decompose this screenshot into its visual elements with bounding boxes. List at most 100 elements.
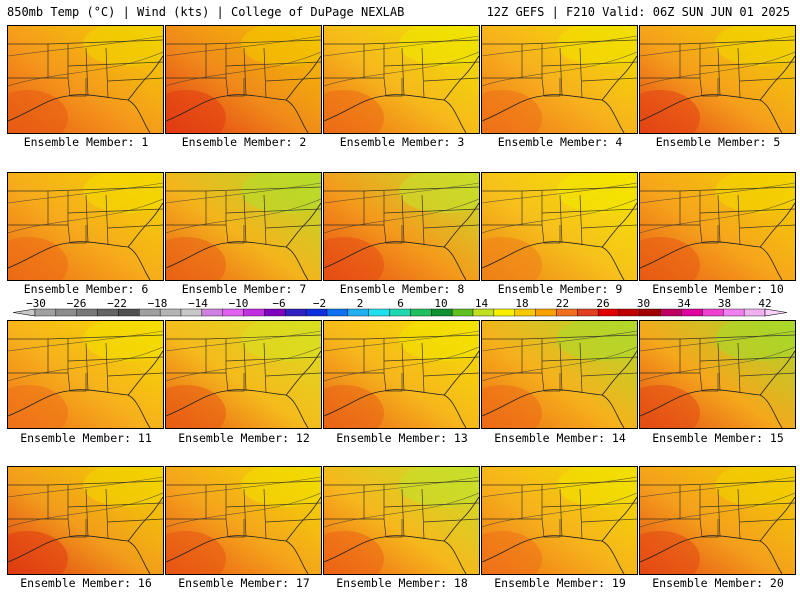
colorbar-swatch (410, 308, 432, 317)
temperature-map (640, 467, 795, 574)
ensemble-member-caption: Ensemble Member: 6 (23, 282, 149, 296)
colorbar-tick-label: 38 (717, 297, 732, 310)
temperature-map (482, 467, 637, 574)
colorbar-tick-label: −18 (147, 297, 168, 310)
ensemble-member-caption: Ensemble Member: 12 (178, 431, 310, 445)
ensemble-member-caption: Ensemble Member: 20 (652, 576, 784, 590)
colorbar-swatch (368, 308, 390, 317)
colorbar-swatch (723, 308, 745, 317)
temperature-map (166, 26, 321, 133)
ensemble-member-caption: Ensemble Member: 14 (494, 431, 626, 445)
ensemble-member-caption: Ensemble Member: 4 (497, 135, 623, 149)
temperature-map (640, 321, 795, 428)
ensemble-member-map (323, 466, 480, 575)
colorbar-tick-label: 34 (677, 297, 691, 310)
ensemble-member-map (323, 172, 480, 281)
ensemble-member-caption: Ensemble Member: 15 (652, 431, 784, 445)
ensemble-member-map (323, 320, 480, 429)
ensemble-member-map (481, 320, 638, 429)
colorbar-swatch (305, 308, 328, 317)
colorbar-tick-label: −10 (228, 297, 249, 310)
ensemble-member-caption: Ensemble Member: 3 (339, 135, 465, 149)
temperature-map (324, 26, 479, 133)
colorbar-tick-label: −22 (107, 297, 127, 310)
ensemble-member-map (481, 172, 638, 281)
ensemble-member-caption: Ensemble Member: 8 (339, 282, 465, 296)
colorbar-swatch (556, 308, 578, 317)
colorbar-swatch (743, 308, 766, 317)
colorbar-swatch (639, 308, 661, 317)
model-run-label: 12Z GEFS | F210 Valid: 06Z SUN JUN 01 20… (486, 5, 790, 19)
colorbar-swatch (597, 308, 620, 317)
colorbar-swatch (681, 308, 703, 317)
colorbar-swatch (34, 308, 57, 317)
colorbar-swatch (76, 308, 98, 317)
colorbar-tick-label: 22 (555, 297, 570, 310)
temperature-map (324, 321, 479, 428)
colorbar-tick-label: −14 (188, 297, 208, 310)
ensemble-member-caption: Ensemble Member: 18 (336, 576, 468, 590)
ensemble-member-map (481, 25, 638, 134)
temperature-map (8, 321, 163, 428)
colorbar-swatch (618, 308, 641, 317)
colorbar-swatch (577, 308, 599, 317)
colorbar-tick-label: 18 (515, 297, 529, 310)
chart-title: 850mb Temp (°C) | Wind (kts) | College o… (7, 5, 405, 19)
colorbar-swatch (159, 308, 182, 317)
colorbar-swatch (180, 308, 203, 317)
colorbar-tick-label: 42 (758, 297, 772, 310)
ensemble-member-map (7, 320, 164, 429)
colorbar-swatch (451, 308, 474, 317)
temperature-map (482, 173, 637, 280)
colorbar-tick-label: 14 (474, 297, 489, 310)
temperature-map (640, 173, 795, 280)
temperature-map (482, 26, 637, 133)
temperature-map (324, 467, 479, 574)
colorbar-swatch (264, 308, 286, 317)
colorbar-swatch (702, 308, 724, 317)
colorbar-swatch (222, 308, 244, 317)
ensemble-member-map (481, 466, 638, 575)
colorbar-swatch (285, 308, 307, 317)
ensemble-member-caption: Ensemble Member: 11 (20, 431, 152, 445)
temperature-map (166, 173, 321, 280)
colorbar-tick-label: 30 (636, 297, 651, 310)
ensemble-member-map (639, 320, 796, 429)
ensemble-member-map (7, 172, 164, 281)
colorbar-swatch (660, 308, 682, 317)
colorbar-swatch (347, 308, 369, 317)
temperature-map (8, 173, 163, 280)
colorbar-swatch (389, 308, 411, 317)
colorbar-swatch (97, 308, 119, 317)
colorbar-tick-label: −6 (272, 297, 286, 310)
colorbar-swatch (243, 308, 265, 317)
ensemble-member-caption: Ensemble Member: 7 (181, 282, 307, 296)
colorbar-swatch (472, 308, 495, 317)
temperature-map (640, 26, 795, 133)
colorbar-min-arrow (13, 308, 36, 317)
temperature-map (166, 321, 321, 428)
ensemble-member-map (165, 25, 322, 134)
colorbar-swatch (326, 308, 349, 317)
ensemble-member-map (165, 466, 322, 575)
ensemble-member-map (165, 320, 322, 429)
temperature-map (482, 321, 637, 428)
colorbar-swatch (431, 308, 453, 317)
temperature-map (8, 467, 163, 574)
colorbar-tick-label: 10 (434, 297, 448, 310)
ensemble-member-caption: Ensemble Member: 5 (655, 135, 781, 149)
colorbar-swatch (493, 308, 515, 317)
colorbar-swatch (201, 308, 223, 317)
colorbar-swatch (55, 308, 77, 317)
colorbar-max-arrow (764, 308, 787, 317)
ensemble-member-map (165, 172, 322, 281)
ensemble-member-caption: Ensemble Member: 2 (181, 135, 307, 149)
colorbar-tick-label: 6 (397, 297, 404, 310)
ensemble-member-map (7, 466, 164, 575)
colorbar-tick-label: −2 (312, 297, 327, 310)
colorbar-swatch (118, 308, 140, 317)
ensemble-member-caption: Ensemble Member: 16 (20, 576, 152, 590)
colorbar-tick-label: 26 (596, 297, 610, 310)
colorbar-swatch (139, 308, 161, 317)
colorbar-swatch (514, 308, 536, 317)
